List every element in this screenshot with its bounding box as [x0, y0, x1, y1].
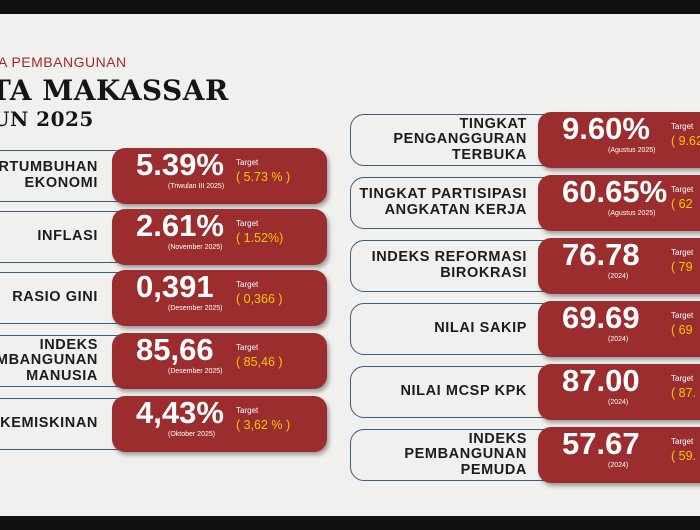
- indicator-label: NILAI MCSP KPK: [400, 383, 527, 400]
- indicator-label: INDEKS REFORMASI BIROKRASI: [371, 249, 527, 281]
- indicator-period: (Agustus 2025): [608, 147, 656, 154]
- target-label: Target: [236, 406, 259, 415]
- target-label: Target: [671, 185, 694, 194]
- value-panel: 0,391 (Desember 2025) Target ( 0,366 ): [112, 270, 327, 326]
- target-value: ( 9.62: [671, 134, 700, 148]
- indicator-period: (2024): [608, 399, 629, 406]
- indicator-label: INDEKS PEMBANGUNAN PEMUDA: [404, 430, 527, 478]
- indicator-period: (Oktober 2025): [168, 431, 216, 438]
- indicator-label: INDEKSPEMBANGUNANMANUSIA: [0, 336, 98, 384]
- value-panel: 4,43% (Oktober 2025) Target ( 3,62 % ): [112, 396, 327, 452]
- card-frame: [350, 177, 562, 229]
- indicator-value: 4,43%: [136, 395, 224, 430]
- card-frame: [350, 429, 562, 481]
- infographic-page: A PEMBANGUNAN TA MAKASSAR UN 2025 ERTUMB…: [0, 14, 700, 516]
- indicator-period: (Desember 2025): [168, 368, 223, 375]
- target-label: Target: [236, 219, 259, 228]
- value-panel: 69.69 (2024) Target ( 69: [538, 301, 700, 357]
- target-value: ( 1.52%): [236, 231, 284, 245]
- card-frame: [350, 366, 562, 418]
- indicator-value: 76.78: [562, 237, 640, 272]
- indicator-card-right: INDEKS REFORMASI BIROKRASI 76.78 (2024) Targ…: [350, 238, 700, 294]
- target-value: ( 79: [671, 260, 693, 274]
- indicator-period: (Triwulan III 2025): [168, 183, 225, 190]
- indicator-card-right: NILAI MCSP KPK 87.00 (2024) Target ( 87.: [350, 364, 700, 420]
- indicator-value: 85,66: [136, 332, 214, 367]
- target-value: ( 59.: [671, 449, 697, 463]
- indicator-card-right: TINGKAT PARTISIPASI ANGKATAN KERJA 60.65%(…: [350, 175, 700, 231]
- indicator-value: 2.61%: [136, 208, 224, 243]
- value-panel: 76.78 (2024) Target ( 79: [538, 238, 700, 294]
- indicator-value: 5.39%: [136, 147, 224, 182]
- card-frame: [350, 240, 562, 292]
- page-subtitle: UN 2025: [0, 107, 94, 131]
- indicator-label: NILAI SAKIP: [434, 320, 527, 337]
- value-panel: 2.61% (November 2025) Target ( 1.52%): [112, 209, 327, 265]
- target-label: Target: [236, 158, 259, 167]
- indicator-value: 87.00: [562, 363, 640, 398]
- indicator-value: 60.65%: [562, 174, 668, 209]
- value-panel: 60.65% (Agustus 2025) Target ( 62: [538, 175, 700, 231]
- indicator-value: 0,391: [136, 269, 214, 304]
- target-label: Target: [236, 343, 259, 352]
- indicator-value: 69.69: [562, 300, 640, 335]
- card-frame: [350, 114, 562, 166]
- indicator-value: 57.67: [562, 426, 640, 461]
- target-label: Target: [671, 437, 694, 446]
- indicator-card-right: INDEKS PEMBANGUNAN PEMUDA 57.67 (2024) Target…: [350, 427, 700, 483]
- target-value: ( 87.: [671, 386, 697, 400]
- indicator-card-right: NILAI SAKIP 69.69 (2024) Target ( 69: [350, 301, 700, 357]
- target-value: ( 85,46 ): [236, 355, 283, 369]
- indicator-label: KEMISKINAN: [0, 415, 98, 432]
- indicator-period: (Agustus 2025): [608, 210, 656, 217]
- indicator-period: (2024): [608, 273, 629, 280]
- indicator-period: (November 2025): [168, 244, 223, 251]
- target-label: Target: [671, 374, 694, 383]
- indicator-card-left: RASIO GINI 0,391 (Desember 2025) Target ( 0,…: [0, 270, 340, 326]
- header-kicker: A PEMBANGUNAN: [0, 54, 127, 70]
- indicator-value: 9.60%: [562, 111, 650, 146]
- target-label: Target: [671, 248, 694, 257]
- card-frame: [350, 303, 562, 355]
- indicator-card-left: KEMISKINAN 4,43% (Oktober 2025) Target ( 3,6…: [0, 396, 340, 452]
- value-panel: 87.00 (2024) Target ( 87.: [538, 364, 700, 420]
- indicator-label: TINGKAT PENGANGGURAN TERBUKA: [393, 115, 527, 163]
- value-panel: 9.60% (Agustus 2025) Target ( 9.62: [538, 112, 700, 168]
- indicator-card-left: INDEKSPEMBANGUNANMANUSIA 85,66(Desember 2…: [0, 333, 340, 389]
- indicator-label: RASIO GINI: [12, 289, 98, 306]
- target-value: ( 69: [671, 323, 693, 337]
- value-panel: 57.67 (2024) Target ( 59.: [538, 427, 700, 483]
- indicator-period: (Desember 2025): [168, 305, 223, 312]
- target-value: ( 0,366 ): [236, 292, 283, 306]
- indicator-card-right: TINGKAT PENGANGGURAN TERBUKA 9.60% (Agustus …: [350, 112, 700, 168]
- target-value: ( 3,62 % ): [236, 418, 291, 432]
- indicator-card-left: ERTUMBUHANEKONOMI 5.39%(Triwulan III 2025…: [0, 148, 340, 204]
- indicator-period: (2024): [608, 462, 629, 469]
- value-panel: 85,66 (Desember 2025) Target ( 85,46 ): [112, 333, 327, 389]
- indicator-period: (2024): [608, 336, 629, 343]
- page-title: TA MAKASSAR: [0, 74, 229, 107]
- target-value: ( 5.73 % ): [236, 170, 291, 184]
- indicator-label: TINGKAT PARTISIPASI ANGKATAN KERJA: [359, 186, 527, 218]
- target-label: Target: [671, 122, 694, 131]
- indicator-label: INFLASI: [37, 228, 98, 245]
- target-label: Target: [236, 280, 259, 289]
- indicator-card-left: INFLASI 2.61% (November 2025) Target ( 1.52%…: [0, 209, 340, 265]
- indicator-label: ERTUMBUHANEKONOMI: [0, 159, 98, 191]
- target-value: ( 62: [671, 197, 693, 211]
- value-panel: 5.39% (Triwulan III 2025) Target ( 5.73 % ): [112, 148, 327, 204]
- target-label: Target: [671, 311, 694, 320]
